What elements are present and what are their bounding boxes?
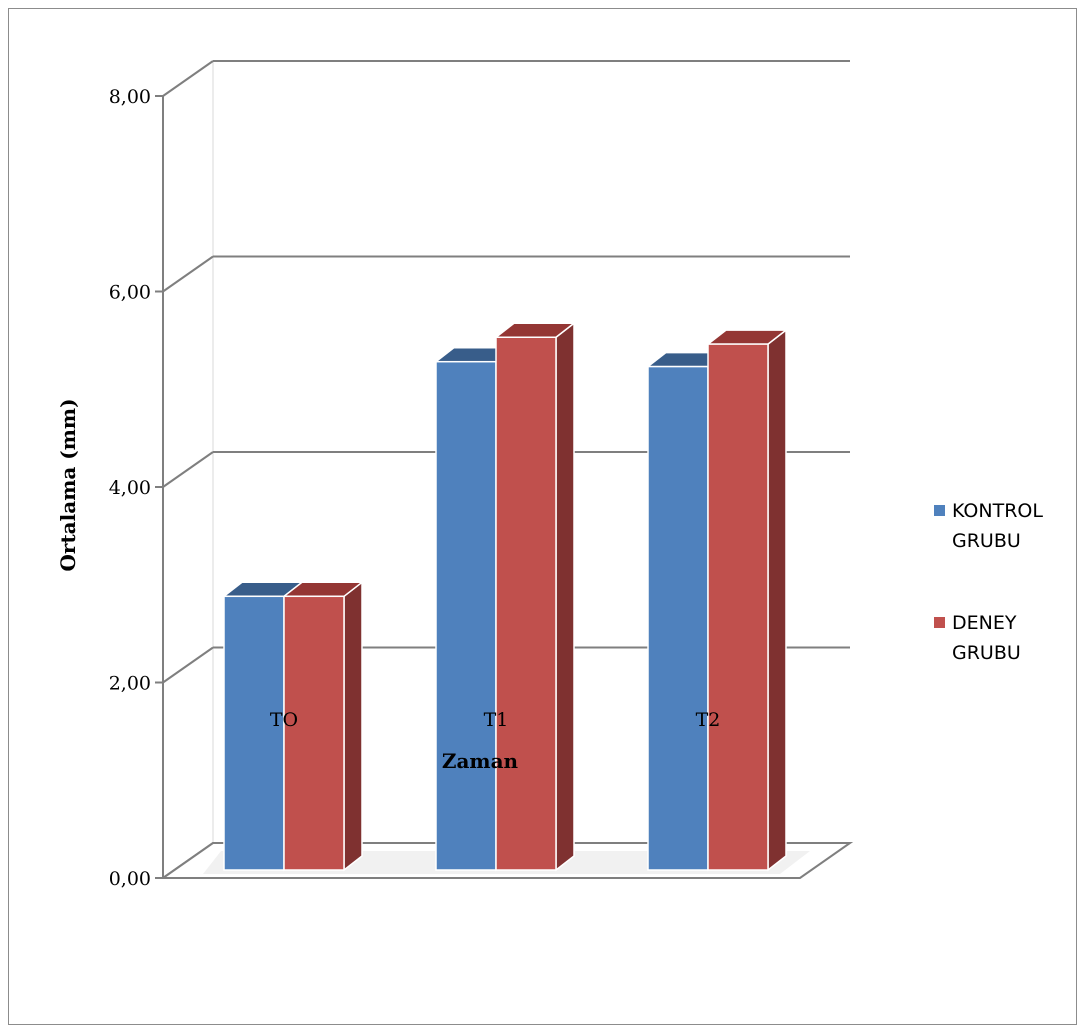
gridline-side (162, 60, 214, 97)
y-tick-label: 2,00 (109, 673, 151, 695)
y-tick-label: 6,00 (109, 282, 151, 304)
y-tick-label: 8,00 (109, 86, 151, 108)
gridline-side (162, 646, 214, 684)
legend-label: GRUBU (952, 642, 1021, 664)
legend-label: GRUBU (952, 530, 1021, 552)
y-tick-label: 0,00 (109, 868, 151, 890)
legend-item: KONTROL GRUBU (934, 500, 1043, 552)
x-tick-label: T2 (696, 709, 721, 731)
bar-front (283, 595, 345, 871)
bar-side (343, 580, 363, 872)
bar-side (555, 321, 575, 872)
x-axis-title: Zaman (442, 749, 519, 773)
bar-front (495, 336, 557, 871)
legend: KONTROL GRUBU DENEY GRUBU (934, 500, 1043, 664)
bar-front (647, 365, 709, 871)
y-tick-labels: 0,00 2,00 4,00 6,00 8,00 (109, 86, 151, 890)
bar-front (223, 595, 285, 871)
y-tick-label: 4,00 (109, 477, 151, 499)
x-tick-label: T1 (484, 709, 509, 731)
gridline-side (162, 451, 214, 488)
legend-label: KONTROL (952, 500, 1043, 522)
legend-label: DENEY (952, 612, 1017, 634)
legend-swatch (934, 505, 945, 516)
bar-front (435, 360, 497, 871)
y-axis-title: Ortalama (mm) (56, 398, 80, 571)
bar (493, 321, 577, 872)
bar-front (707, 343, 769, 871)
bar (705, 328, 789, 872)
legend-item: DENEY GRUBU (934, 612, 1021, 664)
legend-swatch (934, 617, 945, 628)
bar-side (767, 328, 787, 872)
gridline-side (162, 255, 214, 293)
x-tick-labels: TO T1 T2 (270, 709, 721, 731)
x-tick-label: TO (270, 709, 298, 731)
bars (221, 321, 789, 872)
bar (281, 580, 365, 872)
